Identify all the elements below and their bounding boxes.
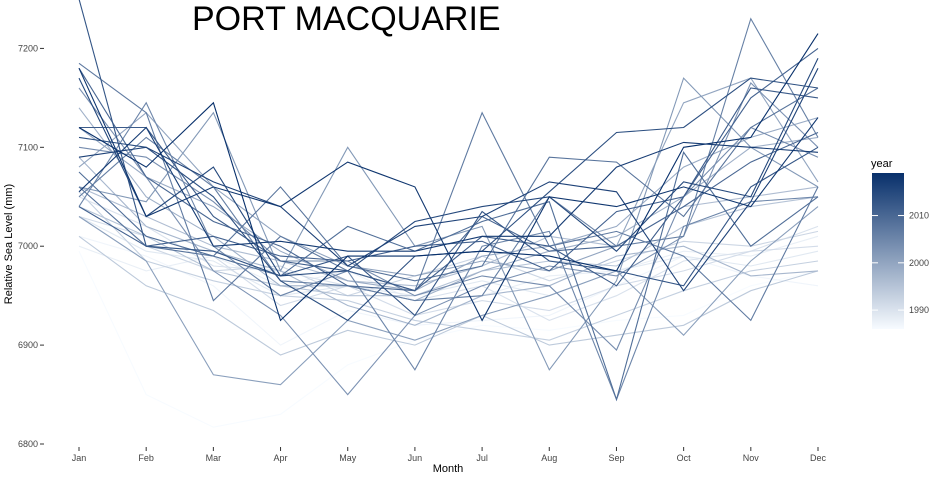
series-line-2001 [78,206,819,386]
legend-title: year [871,158,893,170]
x-tick-label: Feb [138,453,154,463]
legend-tick-label: 2010 [909,211,929,221]
series-line-1994 [78,235,819,356]
series-line-2005 [78,101,819,402]
series-line-2019 [78,33,819,322]
x-tick-label: May [339,453,357,463]
y-tick-label: 7200 [18,43,38,53]
series-line-2006 [78,17,819,302]
x-tick-label: Jul [476,453,488,463]
series-line-2008 [78,87,819,282]
x-axis-title: Month [433,463,464,475]
x-tick-label: Jan [72,453,87,463]
series-lines [78,0,819,428]
series-line-2000 [78,77,819,277]
x-tick-label: Dec [810,453,827,463]
x-tick-label: Apr [274,453,288,463]
series-line-2003 [78,82,819,396]
x-tick-label: Nov [743,453,760,463]
y-tick-label: 7100 [18,142,38,152]
series-line-1990 [78,196,819,321]
series-line-2007 [78,62,819,322]
legend-ticks: 1990 2000 2010 [872,211,929,315]
x-tick-label: Jun [408,453,423,463]
legend-colorbar [872,173,904,329]
chart-title: PORT MACQUARIE [192,0,501,38]
x-tick-label: Oct [677,453,692,463]
y-axis: 6800 6900 7000 7100 7200 [18,43,44,449]
series-line-2004 [78,126,819,351]
x-tick-label: Sep [608,453,624,463]
legend-tick-label: 1990 [909,305,929,315]
series-line-1993 [78,191,819,341]
series-line-2009 [78,151,819,402]
y-axis-title: Relative Sea Level (mm) [3,184,15,304]
x-tick-label: Aug [541,453,557,463]
legend-tick-label: 2000 [909,258,929,268]
series-line-2015 [78,58,819,277]
x-tick-label: Mar [206,453,222,463]
y-tick-label: 7000 [18,241,38,251]
series-line-2013 [78,0,819,317]
series-line-1986 [78,250,819,428]
series-line-1992 [78,186,819,297]
y-tick-label: 6900 [18,340,38,350]
y-tick-label: 6800 [18,439,38,449]
series-line-1995 [78,196,819,297]
x-axis: Jan Feb Mar Apr May Jun Jul Aug Sep Oct Nov Dec [72,447,827,463]
series-line-1996 [78,186,819,287]
series-line-2016 [78,67,819,292]
series-line-2017 [78,126,819,252]
year-legend: year 1990 2000 2010 [871,158,929,329]
series-line-1997 [78,156,819,326]
